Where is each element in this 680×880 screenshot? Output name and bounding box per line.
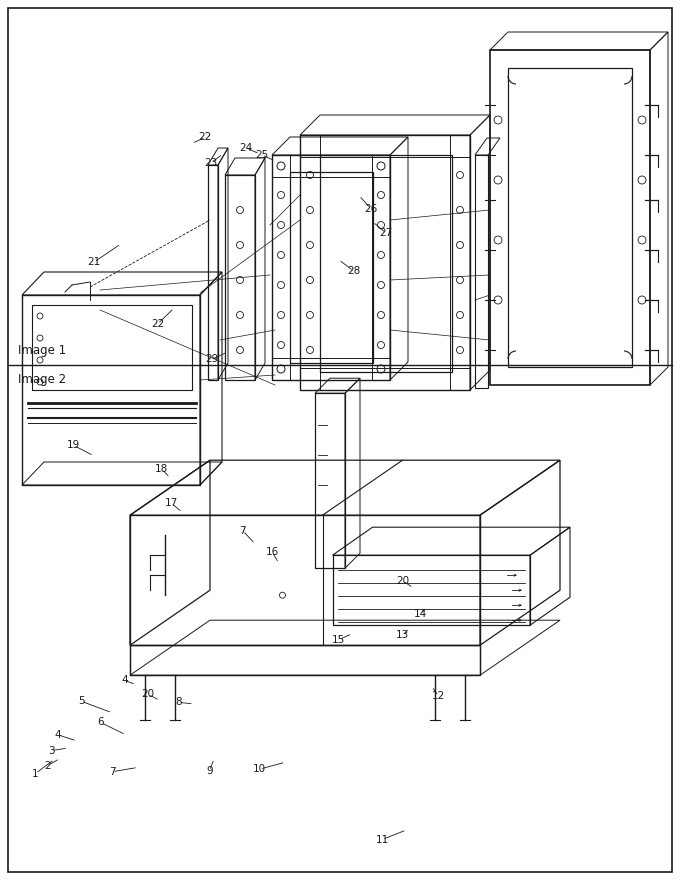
Text: 26: 26 xyxy=(364,203,377,214)
Text: 2: 2 xyxy=(44,760,51,771)
Text: 22: 22 xyxy=(151,319,165,329)
Text: 1: 1 xyxy=(32,768,39,779)
Text: 5: 5 xyxy=(78,696,85,707)
Text: 27: 27 xyxy=(379,228,393,238)
Text: 10: 10 xyxy=(253,764,267,774)
Text: 11: 11 xyxy=(375,834,389,845)
Text: 18: 18 xyxy=(155,464,169,474)
Text: 21: 21 xyxy=(87,257,101,268)
Text: 8: 8 xyxy=(175,697,182,708)
Text: 15: 15 xyxy=(332,634,345,645)
Text: 14: 14 xyxy=(413,609,427,620)
Text: 20: 20 xyxy=(141,689,155,700)
Text: 16: 16 xyxy=(265,546,279,557)
Text: 29: 29 xyxy=(205,354,219,364)
Text: 9: 9 xyxy=(206,766,213,776)
Text: Image 1: Image 1 xyxy=(18,344,66,357)
Text: 28: 28 xyxy=(347,266,360,276)
Text: 19: 19 xyxy=(67,440,80,451)
Text: 7: 7 xyxy=(109,766,116,777)
Text: 25: 25 xyxy=(255,150,269,160)
Text: 13: 13 xyxy=(396,630,409,641)
Text: 6: 6 xyxy=(97,717,104,728)
Text: 20: 20 xyxy=(396,576,409,586)
Text: 22: 22 xyxy=(199,132,212,143)
Text: 12: 12 xyxy=(432,691,445,701)
Text: 24: 24 xyxy=(239,143,253,153)
Text: 4: 4 xyxy=(54,730,61,740)
Text: 23: 23 xyxy=(204,158,218,168)
Text: 3: 3 xyxy=(48,745,54,756)
Text: 4: 4 xyxy=(121,675,128,686)
Text: 7: 7 xyxy=(239,525,246,536)
Text: 17: 17 xyxy=(165,498,178,509)
Text: Image 2: Image 2 xyxy=(18,373,66,386)
